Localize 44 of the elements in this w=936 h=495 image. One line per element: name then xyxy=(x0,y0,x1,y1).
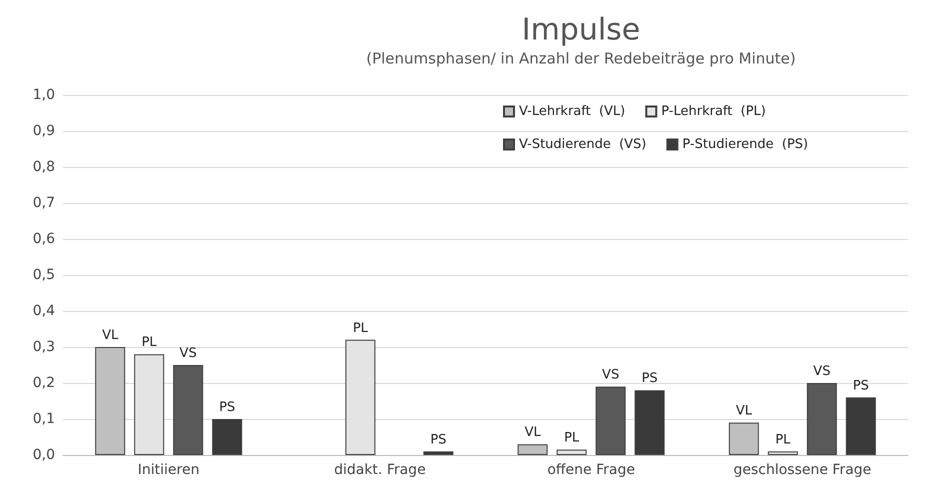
legend-label: V-Lehrkraft (VL) xyxy=(519,104,626,119)
data-label: PS xyxy=(219,400,236,415)
chart-subtitle: (Plenumsphasen/ in Anzahl der Redebeiträge pro Minute) xyxy=(366,50,796,68)
y-tick-label: 0,2 xyxy=(32,375,55,391)
data-label: PL xyxy=(352,320,369,336)
data-label: VL xyxy=(736,404,753,419)
x-tick-label: geschlossene Frage xyxy=(733,462,872,478)
y-tick-label: 0,8 xyxy=(32,159,55,175)
x-tick-label: didakt. Frage xyxy=(334,462,426,478)
y-tick-label: 0,5 xyxy=(32,267,55,283)
y-tick-label: 1,0 xyxy=(32,87,55,103)
x-tick-label: offene Frage xyxy=(547,462,635,478)
data-label: PS xyxy=(852,378,869,394)
y-tick-label: 0,7 xyxy=(32,195,55,211)
y-tick-label: 0,1 xyxy=(32,411,55,427)
bar xyxy=(556,450,587,455)
legend-label: P-Studierende (PS) xyxy=(682,137,808,152)
data-label: VS xyxy=(180,346,197,361)
bar xyxy=(173,365,204,455)
y-tick-label: 0,9 xyxy=(32,123,55,139)
data-label: VS xyxy=(813,364,830,379)
bar xyxy=(768,451,798,455)
y-tick-label: 0,6 xyxy=(32,231,56,247)
bar xyxy=(806,383,837,455)
data-label: VL xyxy=(102,328,119,343)
bar xyxy=(846,397,876,455)
data-label: VS xyxy=(602,368,620,383)
bar xyxy=(596,386,626,455)
data-label: PL xyxy=(142,335,158,350)
data-label: PS xyxy=(642,371,658,386)
data-label: PL xyxy=(775,432,792,448)
chart-title: Impulse xyxy=(522,12,640,48)
x-tick-label: Initiieren xyxy=(138,462,200,478)
bar xyxy=(423,451,454,455)
y-tick-label: 0,0 xyxy=(32,447,55,463)
data-label: PL xyxy=(564,430,580,446)
bar xyxy=(212,419,242,455)
data-label: PS xyxy=(430,432,446,448)
bar xyxy=(634,390,665,455)
legend-label: P-Lehrkraft (PL) xyxy=(661,104,766,119)
y-tick-label: 0,4 xyxy=(32,303,56,319)
legend-label: V-Studierende (VS) xyxy=(519,137,646,152)
y-tick-label: 0,3 xyxy=(32,339,55,355)
data-label: VL xyxy=(524,425,542,440)
